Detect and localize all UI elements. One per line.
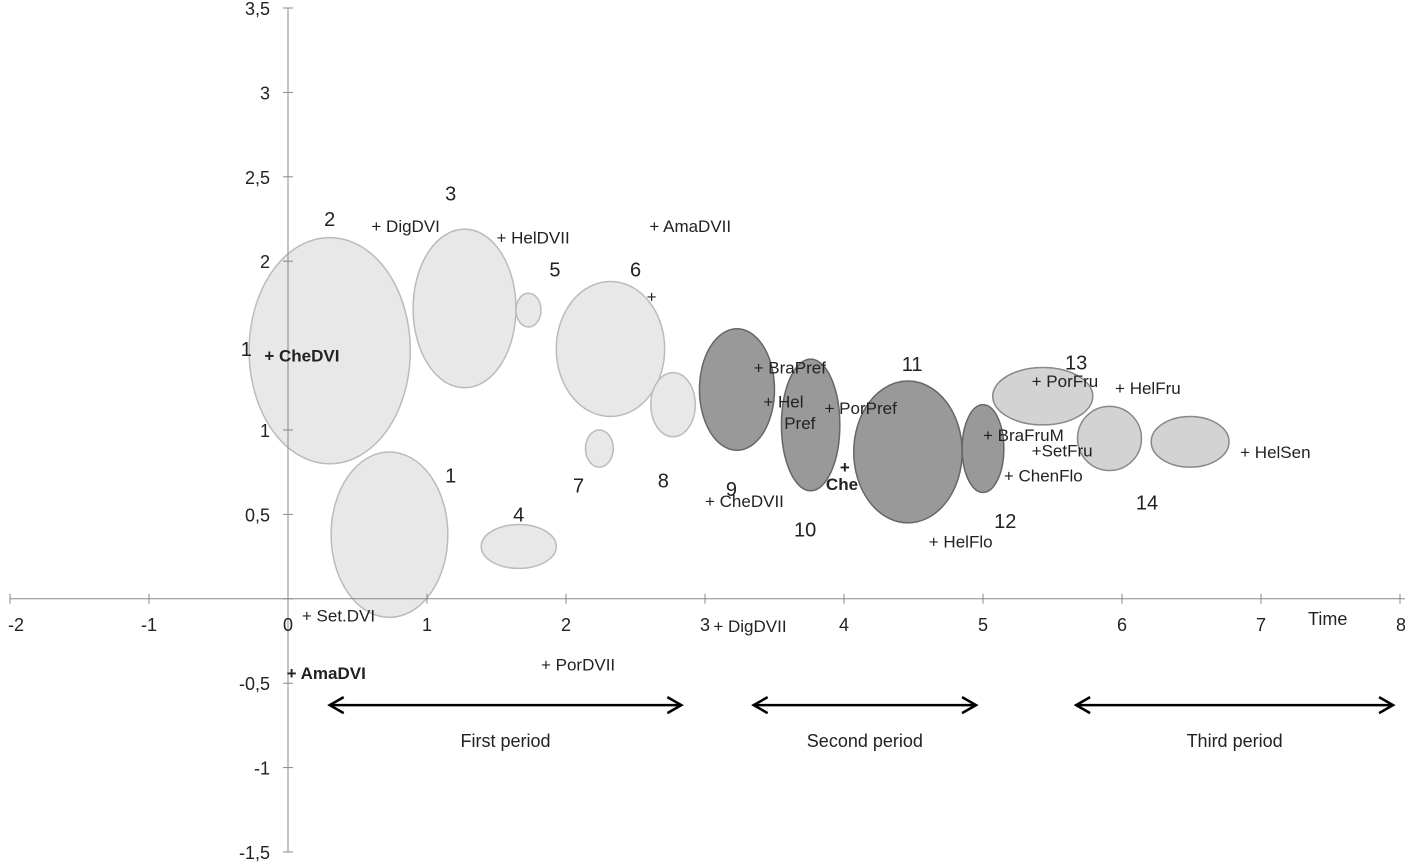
point-annotation: + PorFru: [1032, 372, 1099, 391]
period-arrow-head-left: [1073, 696, 1091, 715]
bubble-2: [248, 236, 412, 465]
y-tick-label: 2: [260, 252, 270, 272]
point-annotation: + PorDVII: [541, 656, 615, 675]
point-annotation: + Set.DVI: [302, 607, 375, 626]
bubble-unlabeled-14: [1150, 415, 1230, 468]
bubble-12: [961, 403, 1005, 494]
period-label: Third period: [1187, 731, 1283, 751]
x-tick-label: 2: [561, 615, 571, 635]
point-annotation: + CheDVI: [264, 347, 339, 366]
bubble-number-label: 6: [630, 260, 641, 282]
x-tick-label: 0: [283, 615, 293, 635]
y-tick-label: 3: [260, 83, 270, 103]
x-tick-label: -2: [8, 615, 24, 635]
period-arrow-head-left: [751, 696, 769, 715]
bubble-10: [780, 358, 841, 492]
bubble-4: [480, 523, 558, 570]
point-annotation: +: [647, 288, 657, 307]
bubble-number-label: 11: [902, 354, 923, 376]
point-annotation: + HelFlo: [929, 532, 993, 551]
bubble-number-label: 13: [1065, 352, 1087, 374]
point-annotation: + PorPref: [825, 399, 898, 418]
point-annotation: +: [840, 458, 850, 477]
bubble-9: [698, 327, 776, 452]
x-tick-label: 4: [839, 615, 849, 635]
point-annotation: + HelSen: [1240, 443, 1310, 462]
y-tick-label: 2,5: [245, 168, 270, 188]
bubble-5: [515, 292, 542, 328]
x-tick-label: 5: [978, 615, 988, 635]
bubble-number-label: 2: [324, 209, 335, 231]
point-annotation: + BraPref: [754, 359, 827, 378]
period-label: Second period: [807, 731, 923, 751]
bubble-3: [412, 228, 517, 389]
bubbles-layer: [248, 228, 1230, 619]
point-annotation: +SetFru: [1032, 441, 1093, 460]
point-annotation: + HelFru: [1115, 379, 1181, 398]
period-arrow-head-right: [1378, 696, 1396, 715]
y-tick-label: 0,5: [245, 505, 270, 525]
point-annotation: Pref: [784, 414, 815, 433]
bubble-8: [650, 371, 697, 438]
periods-layer: First period Second period Third period: [327, 696, 1396, 751]
point-annotation: + CheDVII: [705, 492, 784, 511]
bubble-number-label: 10: [794, 520, 816, 542]
point-annotation: + AmaDVI: [287, 664, 366, 683]
y-tick-label: 1: [260, 421, 270, 441]
bubble-14: [1076, 405, 1143, 472]
point-annotation: + Hel: [763, 392, 803, 411]
bubble-number-label: 5: [549, 260, 560, 282]
x-axis-title: Time: [1308, 609, 1347, 629]
point-annotation: + BraFruM: [983, 426, 1064, 445]
point-annotation: + DigDVI: [371, 217, 440, 236]
point-annotation: + DigDVII: [713, 617, 786, 636]
bubble-number-label: 14: [1136, 493, 1158, 515]
x-tick-label: 1: [422, 615, 432, 635]
y-tick-label: -1,5: [239, 843, 270, 863]
bubble-number-label: 9: [726, 479, 737, 501]
bubble-number-label: 3: [445, 184, 456, 206]
bubble-6: [555, 280, 666, 418]
x-tick-label: -1: [141, 615, 157, 635]
y-tick-label: 3,5: [245, 0, 270, 19]
point-annotation: + HelDVII: [497, 229, 570, 248]
x-tick-label: 3: [700, 615, 710, 635]
bubble-number-label: 1: [241, 339, 252, 361]
bubble-number-label: 7: [573, 476, 584, 498]
point-annotation: + AmaDVII: [649, 217, 731, 236]
period-arrow-head-left: [327, 696, 345, 715]
bubble-number-label: 12: [994, 511, 1016, 533]
x-tick-label: 6: [1117, 615, 1127, 635]
bubble-13: [991, 366, 1094, 426]
bubble-7: [584, 429, 615, 468]
bubble-number-label: 1: [445, 466, 456, 488]
period-arrow-head-right: [666, 696, 684, 715]
bubble-number-label: 8: [658, 471, 669, 493]
point-annotation: + ChenFlo: [1004, 467, 1083, 486]
period-label: First period: [461, 731, 551, 751]
period-arrow-head-right: [961, 696, 979, 715]
y-tick-label: -0,5: [239, 674, 270, 694]
y-tick-label: -1: [254, 759, 270, 779]
bubble-number-label: 4: [513, 504, 524, 526]
x-tick-label: 8: [1396, 615, 1405, 635]
point-annotation: Che: [826, 475, 858, 494]
bubble-1: [330, 451, 449, 619]
x-tick-label: 7: [1256, 615, 1266, 635]
